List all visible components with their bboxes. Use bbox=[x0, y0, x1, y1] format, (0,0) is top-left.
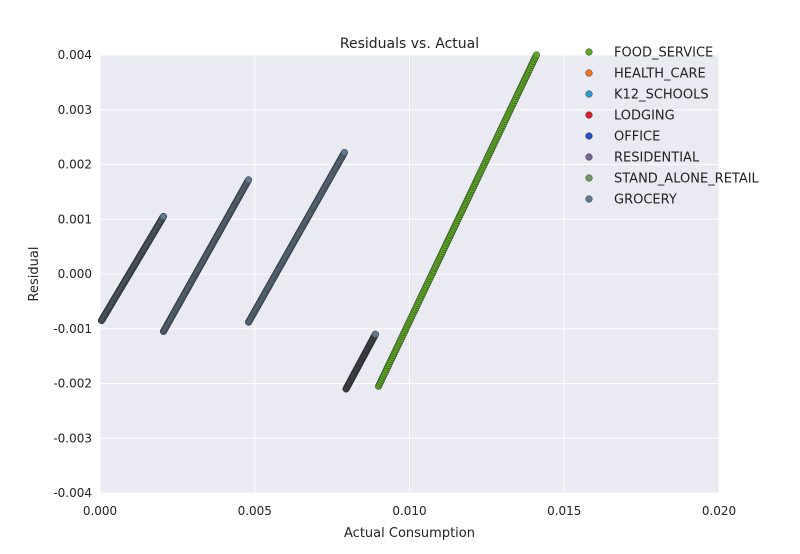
legend-marker bbox=[585, 90, 593, 98]
data-point bbox=[159, 212, 167, 221]
series-grocery-points bbox=[98, 212, 167, 325]
series-grocery-points bbox=[245, 148, 349, 326]
x-tick-label: 0.010 bbox=[392, 504, 426, 518]
y-tick-label: 0.001 bbox=[58, 212, 92, 226]
legend-marker bbox=[585, 174, 593, 182]
series-grocery-points bbox=[342, 330, 380, 393]
x-tick-label: 0.020 bbox=[702, 504, 736, 518]
x-axis-label: Actual Consumption bbox=[344, 526, 475, 541]
y-axis-ticks: -0.004 -0.003 -0.002 -0.001 0.000 0.001 0.002 0… bbox=[53, 48, 92, 500]
y-tick-label: -0.004 bbox=[53, 486, 92, 500]
legend-item: GROCERY bbox=[585, 193, 677, 208]
legend-label: K12_SCHOOLS bbox=[614, 88, 709, 103]
chart-title: Residuals vs. Actual bbox=[340, 36, 479, 52]
legend-item: FOOD_SERVICE bbox=[585, 46, 713, 61]
legend-item: K12_SCHOOLS bbox=[585, 88, 709, 103]
legend-marker bbox=[585, 69, 593, 77]
legend-item: LODGING bbox=[585, 109, 675, 124]
data-points bbox=[98, 51, 540, 393]
x-axis-ticks: 0.000 0.005 0.010 0.015 0.020 bbox=[83, 504, 736, 518]
y-tick-label: 0.003 bbox=[58, 103, 92, 117]
series-food-service-points bbox=[375, 51, 540, 390]
y-tick-label: -0.002 bbox=[53, 377, 92, 391]
data-point bbox=[245, 176, 253, 184]
legend-label: STAND_ALONE_RETAIL bbox=[614, 172, 760, 187]
data-point bbox=[340, 148, 349, 157]
y-tick-label: 0.002 bbox=[58, 158, 92, 172]
legend-label: LODGING bbox=[614, 109, 675, 124]
legend-label: OFFICE bbox=[614, 130, 660, 145]
x-tick-label: 0.005 bbox=[238, 504, 272, 518]
legend-item: RESIDENTIAL bbox=[585, 151, 700, 166]
y-tick-label: -0.003 bbox=[53, 431, 92, 445]
legend-label: RESIDENTIAL bbox=[614, 151, 700, 166]
legend-marker bbox=[585, 48, 593, 56]
legend: FOOD_SERVICE HEALTH_CARE K12_SCHOOLS LODGIN… bbox=[585, 46, 760, 208]
y-tick-label: 0.004 bbox=[58, 48, 92, 62]
legend-item: OFFICE bbox=[585, 130, 660, 145]
legend-marker bbox=[585, 195, 593, 203]
x-tick-label: 0.000 bbox=[83, 504, 117, 518]
x-tick-label: 0.015 bbox=[547, 504, 581, 518]
legend-label: HEALTH_CARE bbox=[614, 67, 706, 82]
legend-label: GROCERY bbox=[614, 193, 677, 208]
legend-item: HEALTH_CARE bbox=[585, 67, 706, 82]
legend-label: FOOD_SERVICE bbox=[614, 46, 713, 61]
y-axis-label: Residual bbox=[27, 247, 42, 302]
legend-marker bbox=[585, 153, 593, 161]
y-tick-label: 0.000 bbox=[58, 267, 92, 281]
data-point bbox=[371, 330, 380, 338]
data-point bbox=[532, 51, 540, 59]
legend-marker bbox=[585, 132, 593, 140]
series-grocery-points bbox=[159, 176, 253, 336]
legend-marker bbox=[585, 111, 593, 119]
y-tick-label: -0.001 bbox=[53, 322, 92, 336]
legend-item: STAND_ALONE_RETAIL bbox=[585, 172, 760, 187]
grid-lines bbox=[99, 54, 720, 494]
